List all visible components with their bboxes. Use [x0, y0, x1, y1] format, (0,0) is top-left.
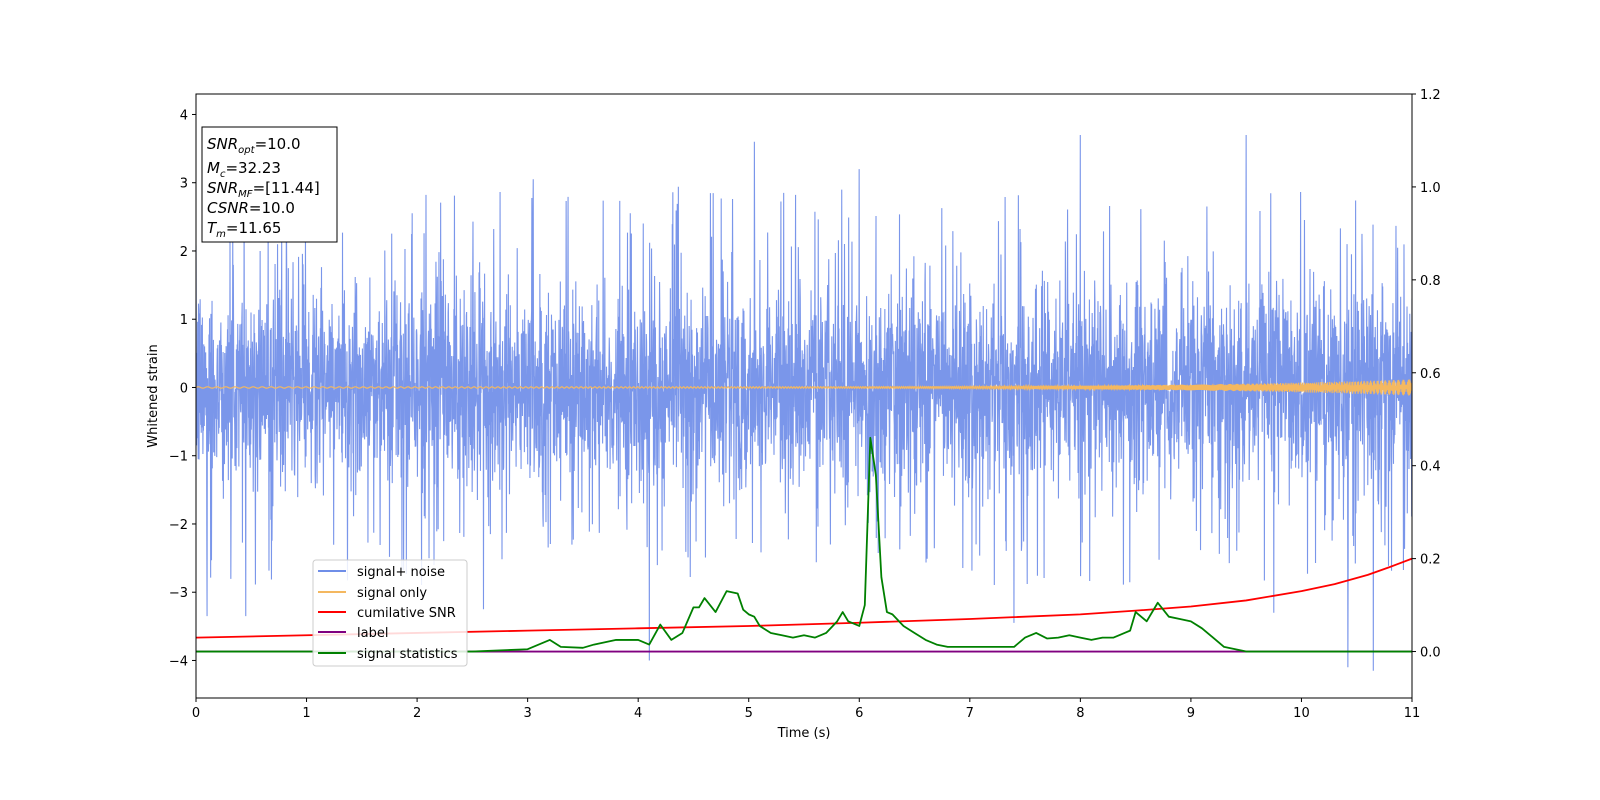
svg-text:CSNR=10.0: CSNR=10.0	[207, 199, 295, 217]
info-mc-sub: c	[220, 169, 226, 180]
y-right-tick-label: 0.4	[1420, 460, 1441, 475]
y-right-tick-label: 1.2	[1420, 88, 1441, 103]
x-axis-label: Time (s)	[777, 726, 831, 741]
info-snr-opt-symbol: SNR	[207, 135, 238, 153]
svg-text:Tm=11.65: Tm=11.65	[207, 219, 281, 240]
svg-text:Mc=32.23: Mc=32.23	[207, 159, 281, 180]
x-tick-label: 8	[1076, 706, 1084, 721]
series-signal-only-line	[196, 379, 1412, 396]
legend-label-signal-only: signal only	[357, 586, 427, 601]
info-mc-value: =32.23	[225, 159, 281, 177]
svg-text:SNRopt=10.0: SNRopt=10.0	[207, 135, 301, 156]
x-tick-label: 1	[302, 706, 310, 721]
info-box: SNRopt=10.0 Mc=32.23 SNRMF=[11.44] CSNR=…	[201, 126, 338, 243]
y-left-tick-label: 1	[180, 313, 188, 328]
y-left-tick-label: 4	[180, 108, 188, 123]
x-tick-label: 2	[413, 706, 421, 721]
info-csnr-symbol: CSNR	[207, 199, 249, 217]
y-right-tick-label: 0.0	[1420, 646, 1441, 661]
y-left-tick-label: 2	[180, 245, 188, 260]
y-right-tick-label: 1.0	[1420, 181, 1441, 196]
plot-frame	[195, 93, 1413, 699]
y-axis-label: Whitened strain	[146, 344, 161, 447]
info-mc-symbol: M	[207, 159, 220, 177]
x-tick-label: 5	[745, 706, 753, 721]
legend-label-cumulative-snr: cumilative SNR	[357, 606, 456, 621]
y-left-tick-label: −4	[169, 654, 188, 669]
x-tick-label: 6	[855, 706, 863, 721]
x-tick-label: 4	[634, 706, 642, 721]
legend-label-signal-noise: signal+ noise	[357, 565, 445, 580]
info-snr-mf-value: =[11.44]	[253, 179, 320, 197]
info-tm-value: =11.65	[226, 219, 282, 237]
legend: signal+ noise signal only cumilative SNR…	[312, 559, 468, 667]
legend-label-signal-statistics: signal statistics	[357, 647, 458, 662]
info-tm-symbol: T	[207, 219, 218, 237]
x-tick-label: 0	[192, 706, 200, 721]
legend-label-label: label	[357, 626, 388, 641]
y-left-tick-label: −3	[169, 586, 188, 601]
x-tick-label: 9	[1187, 706, 1195, 721]
series-signal-noise-line	[196, 134, 1412, 671]
series-cumulative-snr-line	[196, 557, 1412, 639]
info-snr-opt-value: =10.0	[255, 135, 301, 153]
y-right-tick-label: 0.8	[1420, 274, 1441, 289]
info-csnr-value: =10.0	[249, 199, 295, 217]
y-left-tick-label: 3	[180, 177, 188, 192]
info-snr-mf-sub: MF	[238, 189, 253, 200]
y-right-tick-label: 0.6	[1420, 367, 1441, 382]
y-right-tick-label: 0.2	[1420, 553, 1441, 568]
y-left-tick-label: 0	[180, 381, 188, 396]
y-left-tick-label: −2	[169, 518, 188, 533]
info-snr-mf-symbol: SNR	[207, 179, 238, 197]
x-tick-label: 10	[1293, 706, 1310, 721]
info-snr-opt-sub: opt	[238, 145, 255, 156]
y-left-tick-label: −1	[169, 450, 188, 465]
x-tick-label: 7	[966, 706, 974, 721]
series-signal-statistics-line	[196, 436, 1412, 653]
info-tm-sub: m	[216, 229, 226, 240]
svg-text:SNRMF=[11.44]: SNRMF=[11.44]	[207, 179, 320, 200]
x-tick-label: 3	[523, 706, 531, 721]
x-tick-label: 11	[1404, 706, 1421, 721]
